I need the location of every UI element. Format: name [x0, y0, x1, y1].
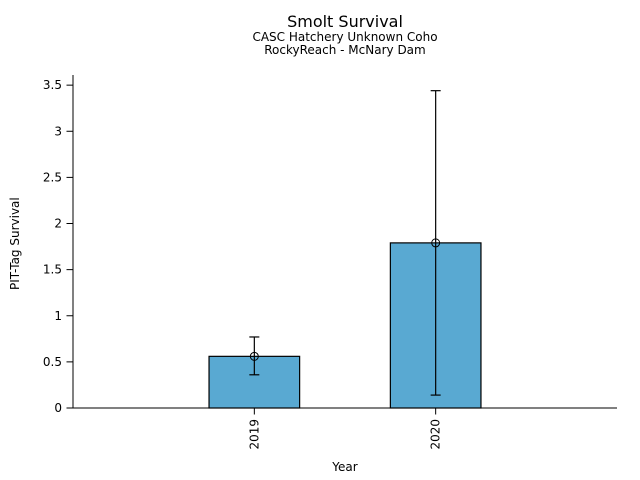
y-tick-label: 0 [54, 401, 62, 415]
y-tick-label: 1 [54, 309, 62, 323]
x-tick-label: 2020 [429, 419, 443, 450]
y-tick-label: 2 [54, 217, 62, 231]
chart-header: Smolt Survival CASC Hatchery Unknown Coh… [73, 12, 617, 56]
x-tick-label: 2019 [247, 419, 261, 450]
y-tick-label: 2.5 [43, 170, 62, 184]
chart-subtitle-line2: RockyReach - McNary Dam [264, 42, 426, 57]
y-tick-label: 3.5 [43, 78, 62, 92]
y-tick-label: 0.5 [43, 355, 62, 369]
x-axis-label: Year [332, 460, 358, 474]
y-tick-label: 3 [54, 124, 62, 138]
chart-title: Smolt Survival [287, 12, 403, 31]
bar-2019 [208, 355, 301, 409]
point-marker [431, 238, 441, 248]
point-marker [249, 351, 259, 361]
chart-subtitle-line1: CASC Hatchery Unknown Coho [252, 30, 438, 44]
y-tick-label: 1.5 [43, 263, 62, 277]
